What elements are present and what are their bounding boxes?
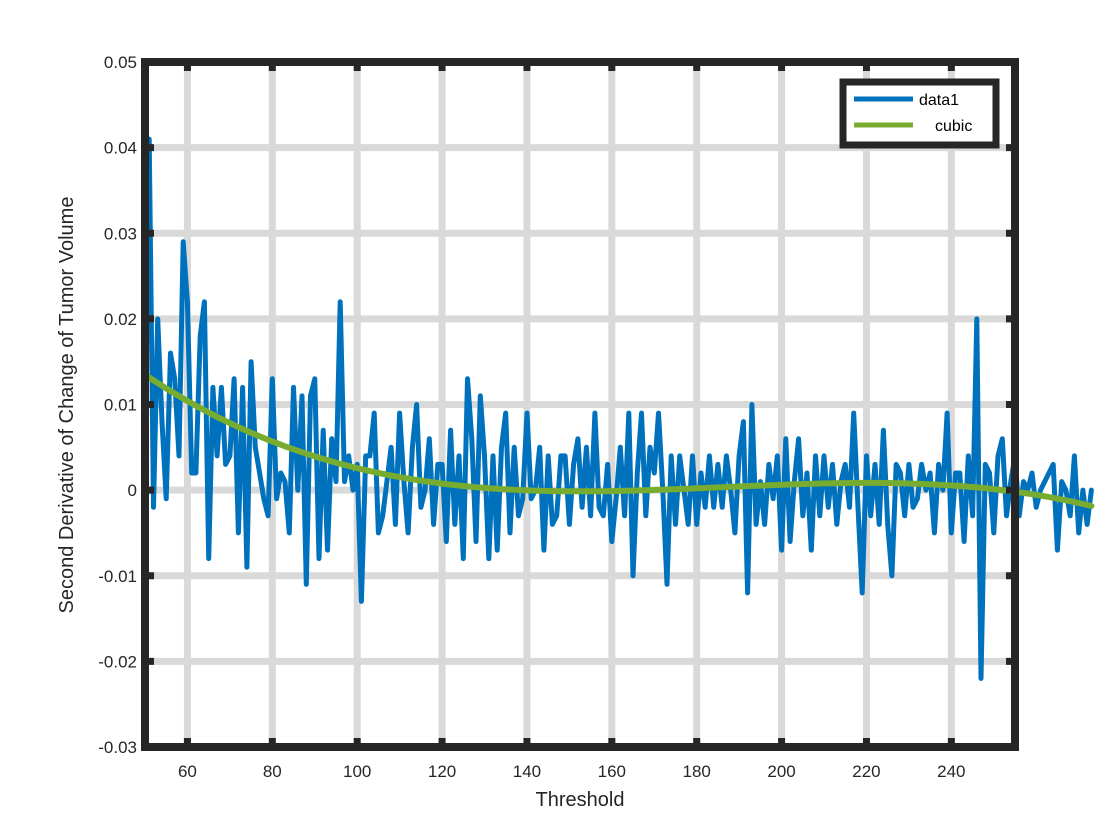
y-tick-label: -0.02	[98, 652, 137, 671]
x-tick-label: 200	[767, 762, 795, 781]
x-tick-labels: 60 80 100 120 140 160 180 200 220 240	[178, 762, 966, 781]
x-tick-label: 80	[263, 762, 282, 781]
axis-ticks	[145, 58, 1015, 751]
x-tick-label: 160	[598, 762, 626, 781]
y-tick-label: 0.02	[104, 310, 137, 329]
y-axis-title: Second Derivative of Change of Tumor Vol…	[56, 197, 78, 614]
x-tick-label: 140	[513, 762, 541, 781]
series-line-cubic	[142, 371, 1095, 509]
legend-label-cubic: cubic	[935, 118, 972, 135]
y-tick-label: 0	[128, 481, 137, 500]
x-tick-label: 100	[343, 762, 371, 781]
y-tick-label: 0.01	[104, 396, 137, 415]
legend: data1 cubic	[839, 78, 1000, 149]
legend-label-data1: data1	[919, 92, 959, 109]
y-tick-label: 0.03	[104, 224, 137, 243]
legend-box	[839, 78, 1000, 149]
x-tick-label: 120	[428, 762, 456, 781]
x-tick-label: 180	[683, 762, 711, 781]
y-tick-label: 0.05	[104, 53, 137, 72]
x-axis-title: Threshold	[536, 789, 625, 811]
x-tick-label: 240	[937, 762, 965, 781]
y-tick-label: 0.04	[104, 139, 137, 158]
y-tick-label: -0.01	[98, 567, 137, 586]
x-tick-label: 220	[852, 762, 880, 781]
y-tick-labels: -0.03 -0.02 -0.01 0 0.01 0.02 0.03 0.04 0.05	[98, 53, 137, 757]
series-layer	[142, 136, 1095, 681]
x-tick-label: 60	[178, 762, 197, 781]
y-tick-label: -0.03	[98, 738, 137, 757]
series-line-data1	[142, 136, 1094, 681]
